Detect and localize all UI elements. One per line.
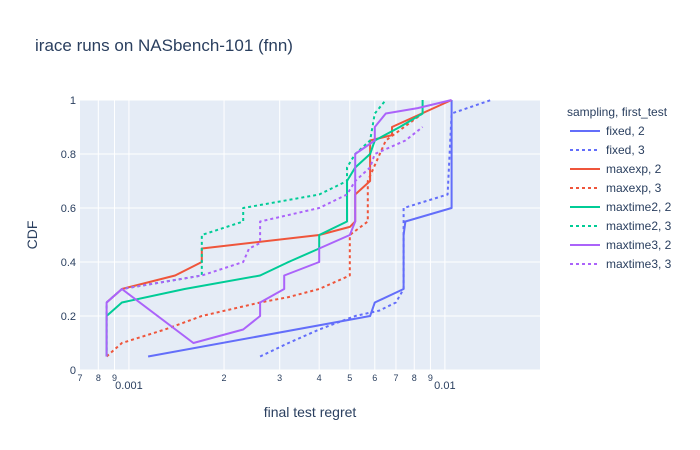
y-tick-label-2: 0.4	[61, 257, 76, 269]
x-minor-tick-label-2: 9	[112, 373, 117, 383]
legend-label-7: maxtime3, 3	[606, 257, 672, 271]
y-tick-label-3: 0.6	[61, 203, 76, 215]
x-major-tick-label-1: 0.01	[434, 380, 455, 392]
legend-label-0: fixed, 2	[606, 124, 645, 138]
x-minor-tick-label-3: 2	[222, 373, 227, 383]
x-minor-tick-label-9: 8	[412, 373, 417, 383]
series-line-3	[105, 112, 424, 358]
legend-label-1: fixed, 3	[606, 143, 645, 157]
legend-label-3: maxexp, 3	[606, 181, 662, 195]
series-line-0	[147, 100, 453, 358]
y-tick-label-0: 0	[70, 365, 76, 377]
grid-layer	[80, 99, 540, 371]
x-minor-tick-label-6: 5	[347, 373, 352, 383]
x-tick-labels: 7 8 9 2 3 4 5 6 7 8 90.001 0.01	[77, 373, 455, 392]
legend-label-5: maxtime2, 3	[606, 219, 672, 233]
legend: sampling, first_test fixed, 2 fixed, 3 max…	[567, 105, 672, 271]
series-line-4	[105, 100, 424, 357]
series-line-2	[105, 99, 453, 304]
series-line-6	[105, 99, 452, 357]
x-minor-tick-label-0: 7	[77, 373, 82, 383]
y-tick-label-1: 0.2	[61, 311, 76, 323]
legend-items: fixed, 2 fixed, 3 maxexp, 2 maxexp, 3 maxtim…	[570, 124, 672, 271]
legend-label-2: maxexp, 2	[606, 162, 662, 176]
x-minor-tick-label-5: 4	[317, 373, 322, 383]
series-line-7	[105, 126, 424, 304]
plot-area	[80, 100, 540, 370]
y-tick-label-5: 1	[70, 95, 76, 107]
x-minor-tick-label-1: 8	[96, 373, 101, 383]
series-group	[105, 99, 492, 358]
y-axis-title: CDF	[24, 221, 40, 250]
legend-label-6: maxtime3, 2	[606, 238, 672, 252]
series-layer	[105, 99, 492, 358]
legend-title: sampling, first_test	[567, 105, 668, 119]
chart-title: irace runs on NASbench-101 (fnn)	[35, 36, 293, 55]
legend-label-4: maxtime2, 2	[606, 200, 672, 214]
x-minor-tick-label-10: 9	[428, 373, 433, 383]
series-line-1	[259, 99, 492, 358]
y-tick-label-4: 0.8	[61, 149, 76, 161]
x-major-tick-label-0: 0.001	[115, 380, 143, 392]
y-tick-labels: 0 0.2 0.4 0.6 0.8 1	[61, 95, 76, 377]
x-axis-title: final test regret	[264, 404, 357, 420]
x-minor-tick-label-8: 7	[393, 373, 398, 383]
x-minor-tick-label-4: 3	[277, 373, 282, 383]
x-minor-tick-label-7: 6	[372, 373, 377, 383]
